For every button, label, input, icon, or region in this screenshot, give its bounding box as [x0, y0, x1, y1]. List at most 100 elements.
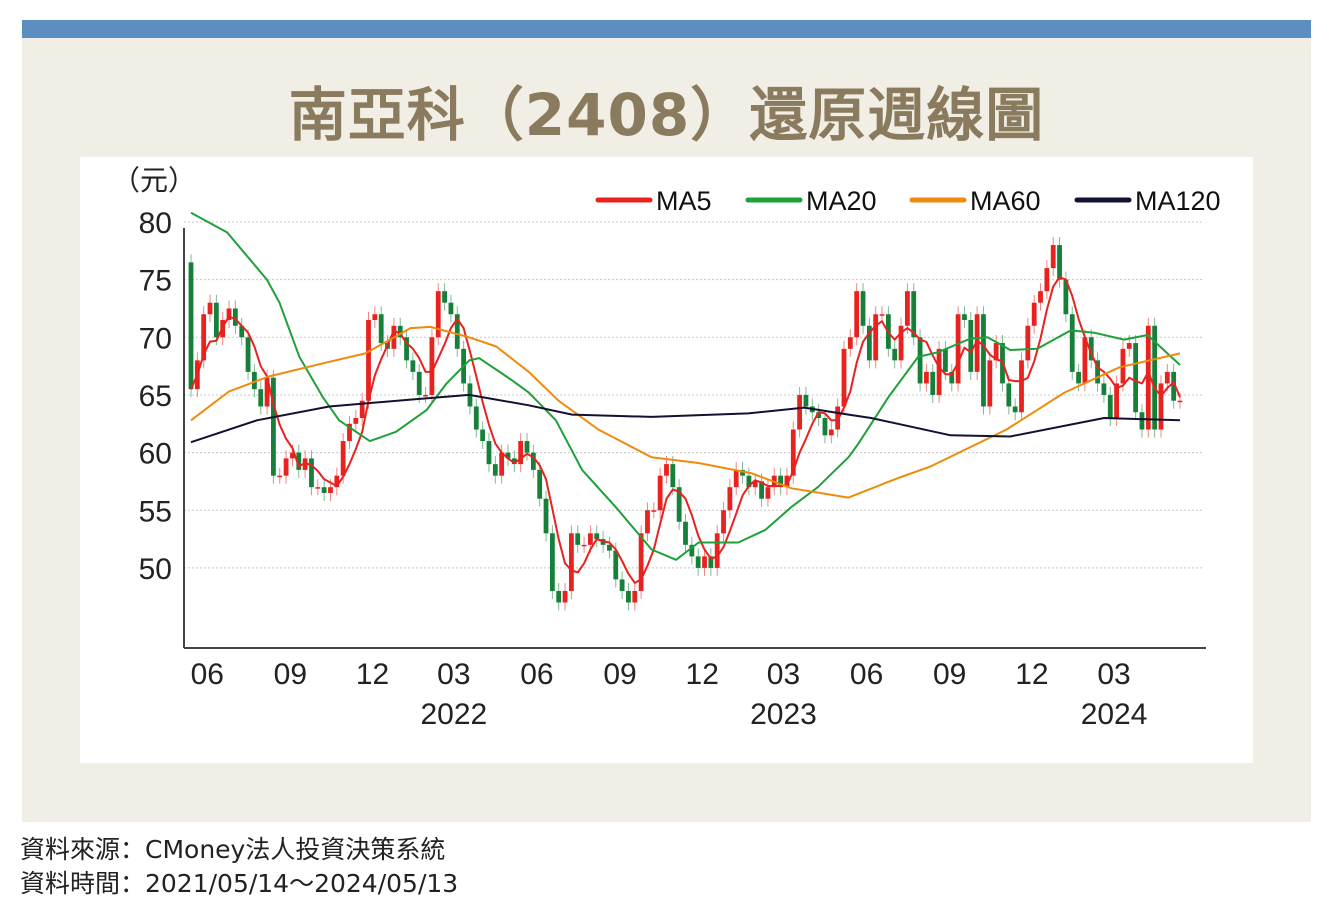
candle-down — [1069, 314, 1075, 372]
y-tick-label: 50 — [139, 553, 172, 586]
chart-title: 南亞科（2408）還原週線圖 — [288, 81, 1045, 149]
candle-down — [981, 314, 986, 407]
candle-up — [290, 452, 295, 459]
candle-down — [524, 441, 530, 453]
candle-up — [924, 371, 929, 384]
candle-up — [873, 314, 879, 361]
candle-up — [714, 533, 720, 568]
candle-down — [759, 481, 764, 499]
candle-up — [340, 441, 346, 476]
y-tick-label: 75 — [139, 265, 172, 298]
candle-up — [1025, 325, 1031, 361]
candle-up — [1044, 268, 1050, 292]
y-tick-label: 60 — [139, 438, 172, 471]
candle-down — [689, 544, 695, 557]
candle-down — [404, 337, 409, 361]
candle-down — [556, 590, 562, 603]
x-year-label: 2022 — [420, 698, 487, 731]
candle-up — [499, 452, 505, 476]
candle-down — [321, 487, 327, 493]
candle-down — [816, 412, 822, 419]
candle-up — [372, 314, 378, 321]
candle-up — [347, 423, 352, 442]
x-year-label: 2023 — [750, 698, 817, 731]
candle-up — [568, 533, 574, 591]
candle-down — [626, 590, 631, 603]
x-tick-label: 09 — [603, 658, 636, 691]
candle-down — [511, 458, 517, 465]
candle-down — [1107, 394, 1113, 419]
candle-down — [911, 291, 917, 338]
x-tick-label: 12 — [1015, 658, 1048, 691]
candle-up — [201, 314, 207, 361]
x-tick-label: 03 — [437, 658, 470, 691]
legend-label: MA20 — [806, 186, 877, 216]
x-tick-label: 12 — [686, 658, 719, 691]
candle-down — [594, 533, 600, 540]
candle-up — [283, 458, 289, 476]
legend-label: MA60 — [970, 186, 1041, 216]
candle-up — [651, 510, 657, 512]
candle-up — [955, 314, 961, 384]
candle-down — [943, 348, 948, 372]
candle-down — [1057, 245, 1062, 280]
candle-down — [530, 452, 536, 470]
candle-down — [1133, 343, 1139, 413]
candle-up — [328, 487, 333, 493]
candle-down — [575, 533, 581, 545]
header-bar — [22, 20, 1311, 38]
candle-up — [993, 343, 999, 361]
candle-up — [264, 377, 270, 407]
candle-up — [1164, 371, 1170, 384]
candle-up — [752, 481, 758, 488]
candle-up — [835, 406, 841, 430]
candle-up — [879, 314, 885, 316]
candle-down — [860, 291, 866, 326]
candle-down — [740, 469, 745, 476]
series-line-ma20 — [190, 211, 1181, 561]
candle-down — [416, 371, 422, 395]
candle-up — [936, 348, 942, 395]
candle-down — [917, 337, 923, 384]
candle-up — [1177, 400, 1183, 403]
candle-up — [1038, 291, 1043, 303]
series-line-ma60 — [190, 325, 1181, 499]
candle-down — [619, 579, 625, 591]
candle-up — [974, 314, 980, 372]
candle-up — [226, 308, 232, 321]
candle-up — [727, 487, 733, 511]
candle-up — [645, 510, 650, 534]
candle-up — [797, 394, 803, 430]
candle-up — [1145, 325, 1151, 430]
candle-up — [632, 590, 638, 603]
y-tick-label: 65 — [139, 380, 172, 413]
candle-down — [245, 337, 251, 372]
candle-down — [822, 418, 828, 436]
candle-down — [232, 308, 238, 326]
candle-up — [429, 337, 435, 395]
candle-up — [1158, 383, 1164, 430]
candle-up — [898, 325, 904, 361]
candle-down — [1095, 360, 1100, 384]
candle-down — [537, 469, 543, 499]
candle-up — [562, 590, 568, 603]
x-tick-label: 09 — [933, 658, 966, 691]
candle-down — [1012, 406, 1018, 413]
candle-down — [309, 458, 314, 488]
footer-source: 資料來源：CMoney法人投資決策系統 — [20, 835, 446, 864]
candle-down — [1171, 371, 1177, 401]
candle-up — [638, 533, 644, 591]
candle-down — [188, 262, 194, 390]
x-tick-label: 06 — [191, 658, 224, 691]
x-year-label: 2024 — [1081, 698, 1148, 731]
candle-down — [607, 544, 612, 551]
candle-up — [423, 394, 428, 397]
candle-down — [670, 464, 676, 488]
candle-down — [454, 314, 460, 349]
candle-down — [543, 498, 549, 534]
candle-down — [708, 556, 714, 568]
candle-up — [904, 291, 910, 326]
candle-down — [442, 291, 447, 303]
candle-up — [702, 556, 707, 568]
candle-down — [213, 302, 219, 338]
